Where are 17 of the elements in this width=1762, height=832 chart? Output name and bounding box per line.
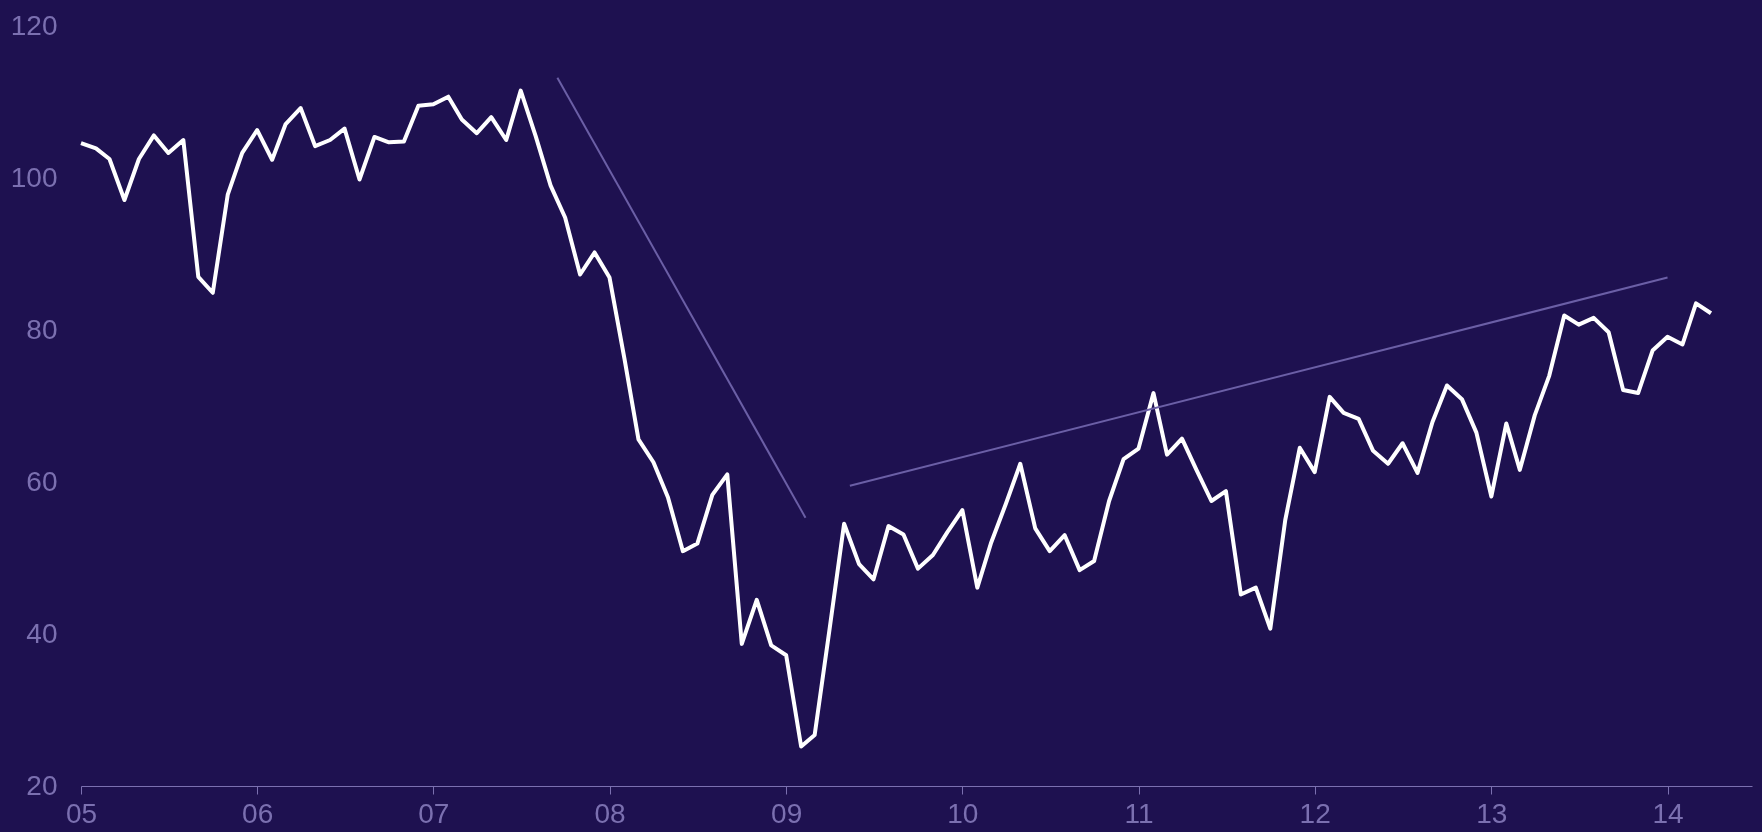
x-tick-label: 08: [594, 797, 626, 829]
x-tick-label: 10: [947, 797, 979, 829]
x-tick-label: 05: [65, 797, 98, 829]
x-tick-label: 06: [242, 797, 274, 829]
x-tick-label: 07: [418, 797, 450, 829]
line-series: [79, 88, 1713, 749]
y-tick-label: 40: [26, 617, 58, 649]
x-tick-label: 11: [1124, 797, 1154, 829]
x-tick-label: 13: [1476, 797, 1508, 829]
y-tick-label: 20: [26, 769, 58, 801]
y-tick-label: 80: [26, 313, 58, 345]
x-tick-label: 09: [771, 797, 803, 829]
y-tick-label: 100: [10, 161, 58, 193]
x-tick-label: 14: [1652, 797, 1684, 829]
y-tick-label: 120: [10, 9, 58, 41]
y-tick-label: 60: [26, 465, 58, 497]
x-tick-label: 12: [1299, 797, 1331, 829]
